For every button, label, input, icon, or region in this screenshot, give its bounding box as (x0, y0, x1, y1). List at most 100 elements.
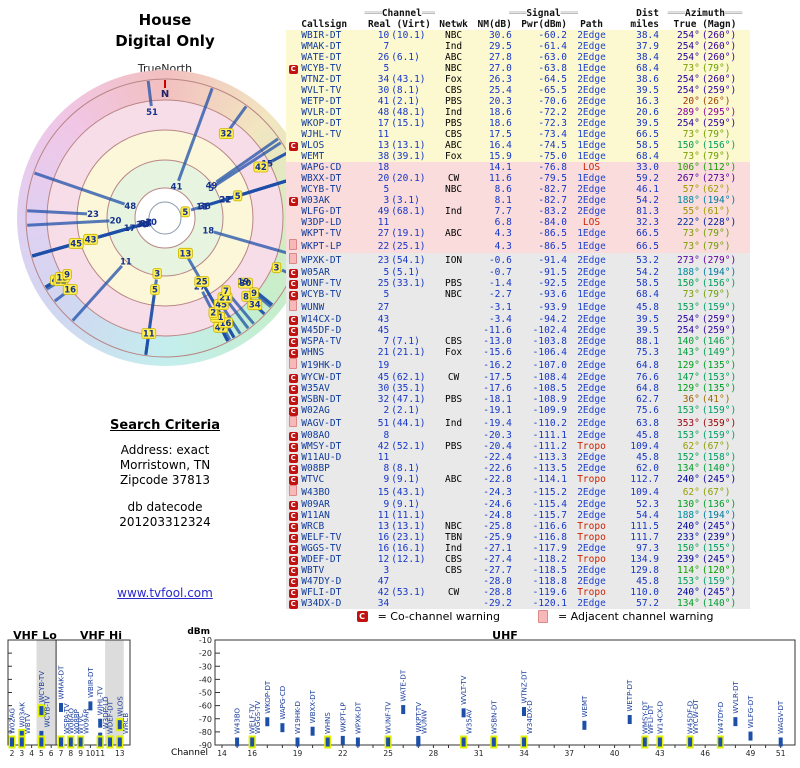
radar-channel-label: 45 (70, 240, 82, 250)
svg-text:13: 13 (115, 749, 125, 758)
radar-channel-label: 13 (179, 249, 191, 259)
radar-spoke (227, 301, 250, 330)
radar-channel-label: 9 (64, 271, 70, 281)
spectrum-station-label: W45DF-D (687, 701, 695, 734)
spectrum-station-label: WVLT-TV (460, 675, 468, 704)
co-channel-warning-icon: C (288, 465, 298, 474)
spectrum-bar (108, 737, 112, 747)
svg-text:25: 25 (383, 749, 393, 758)
co-channel-warning-icon: C (288, 197, 298, 206)
co-channel-warning-icon: C (288, 443, 298, 452)
table-row: C WYCW-DT 45 (62.1) CW -17.5 -108.4 2Edg… (286, 372, 750, 383)
radar-channel-label: 42 (255, 163, 267, 173)
co-channel-warning-icon: C (288, 600, 298, 609)
spectrum-bar (491, 737, 496, 747)
spectrum-bar (88, 701, 93, 711)
report-title-line2: Digital Only (115, 32, 215, 50)
table-row: WKPT-TV 27 (19.1) ABC 4.3 -86.5 1Edge 66… (286, 228, 750, 239)
co-channel-warning-icon: C (288, 523, 298, 532)
table-row: C WCYB-TV 5 NBC 27.0 -63.8 1Edge 68.4 73… (286, 63, 750, 74)
radar-channel-label: 19 (237, 278, 249, 288)
spectrum-station-label: WDEF-DT (107, 700, 115, 734)
spectrum-bar (522, 707, 526, 717)
north-label: N (161, 89, 169, 100)
radar-channel-label: 5 (152, 286, 158, 296)
co-channel-warning-icon: C (288, 556, 298, 565)
channel-axis-label: Channel (171, 748, 208, 758)
radar-spoke (146, 80, 153, 107)
spectrum-bar (10, 737, 14, 747)
col-header-true-magn: True (Magn) (673, 19, 737, 30)
co-channel-warning-icon: C (288, 396, 298, 405)
spectrum-station-label: WAPG-CD (279, 686, 287, 720)
radar-channel-label: 38 (199, 202, 211, 212)
adjacent-channel-warning-icon (537, 610, 548, 623)
spectrum-bar (642, 737, 647, 747)
table-row: C WLOS 13 (13.1) ABC 16.4 -74.5 1Edge 58… (286, 140, 750, 151)
tvfool-link[interactable]: www.tvfool.com (117, 586, 213, 600)
spectrum-station-label: W34DX-D (526, 700, 534, 734)
spectrum-station-label: W09AR (83, 708, 91, 734)
co-channel-warning-icon: C (288, 512, 298, 521)
co-channel-warning-text: = Co-channel warning (377, 610, 500, 623)
search-address-line: Address: exact (120, 443, 210, 457)
spectrum-station-label: WKPT-LP (339, 702, 347, 732)
spectrum-station-label: WTNZ-DT (521, 670, 529, 704)
adjacent-channel-warning-icon (289, 300, 298, 311)
spectrum-bar (39, 737, 44, 747)
table-row: WBIR-DT 10 (10.1) NBC 30.6 -60.2 2Edge 3… (286, 30, 750, 41)
svg-text:34: 34 (519, 749, 529, 758)
datecode-label: db datecode (127, 500, 203, 514)
svg-text:14: 14 (217, 749, 227, 758)
svg-text:3: 3 (19, 749, 24, 758)
svg-text:-20: -20 (199, 649, 212, 658)
spectrum-bar (325, 737, 330, 747)
station-table: Channel Signal Dist Azimuth Callsign Rea… (286, 8, 750, 609)
co-channel-warning-icon: C (288, 501, 298, 510)
co-channel-warning-icon: C (288, 567, 298, 576)
spectrum-bar (522, 737, 526, 747)
radar-spoke (228, 294, 255, 325)
co-channel-warning-icon: C (288, 280, 298, 289)
report-title: House Digital Only (0, 10, 330, 52)
radar-channel-label: 25 (196, 278, 208, 288)
table-row: C W08BP 8 (8.1) -22.6 -113.5 2Edge 62.0 … (286, 463, 750, 474)
col-header-miles: miles (630, 19, 659, 30)
table-row: C W45DF-D 45 -11.6 -102.4 2Edge 39.5 254… (286, 325, 750, 336)
datecode-value: 201203312324 (119, 515, 211, 529)
radar-channel-label: 16 (220, 319, 232, 329)
spectrum-station-label: W14CX-D (656, 701, 664, 734)
spectrum-station-label: W43BO (234, 707, 242, 734)
radar-channel-label: 49 (206, 181, 218, 191)
table-row: C W08AO 8 -20.3 -111.1 2Edge 45.8 153° (… (286, 430, 750, 441)
adjacent-channel-warning-icon (289, 358, 298, 369)
col-header-nm: NM(dB) (477, 19, 512, 30)
co-channel-warning-icon: C (288, 327, 298, 336)
radar-spoke (213, 230, 299, 258)
search-criteria-block: Search Criteria Address: exact Morristow… (0, 418, 330, 488)
radar-channel-label: 48 (124, 202, 136, 212)
radar-spoke (228, 105, 248, 130)
table-row: WUNW 27 -3.1 -93.9 1Edge 45.8 153° (159°… (286, 300, 750, 314)
spectrum-bar (627, 715, 632, 725)
spectrum-station-label: WKPT-TV (415, 702, 423, 733)
radar-spoke (265, 151, 288, 166)
spectrum-bar (778, 737, 783, 747)
spectrum-station-label: WSPA-TV (63, 703, 71, 734)
svg-text:9: 9 (78, 749, 83, 758)
co-channel-warning-icon: C (288, 65, 298, 74)
spectrum-station-label: WUNF-TV (385, 702, 393, 734)
co-channel-warning-icon: C (288, 432, 298, 441)
spectrum-bar (461, 708, 466, 718)
radar-channel-label: 5 (235, 192, 241, 202)
spectrum-station-label: W35AV (466, 709, 474, 734)
table-row: WAPG-CD 18 14.1 -76.8 LOS 33.0 106° (112… (286, 162, 750, 173)
datecode-block: db datecode 201203312324 (0, 500, 330, 530)
radar-spoke (215, 137, 279, 184)
svg-text:46: 46 (700, 749, 710, 758)
radar-channel-label: 18 (202, 226, 214, 236)
svg-text:28: 28 (429, 749, 439, 758)
spectrum-bar (295, 737, 300, 747)
table-row: WBXX-DT 20 (20.1) CW 11.6 -79.5 1Edge 59… (286, 173, 750, 184)
radar-spoke (27, 219, 110, 227)
